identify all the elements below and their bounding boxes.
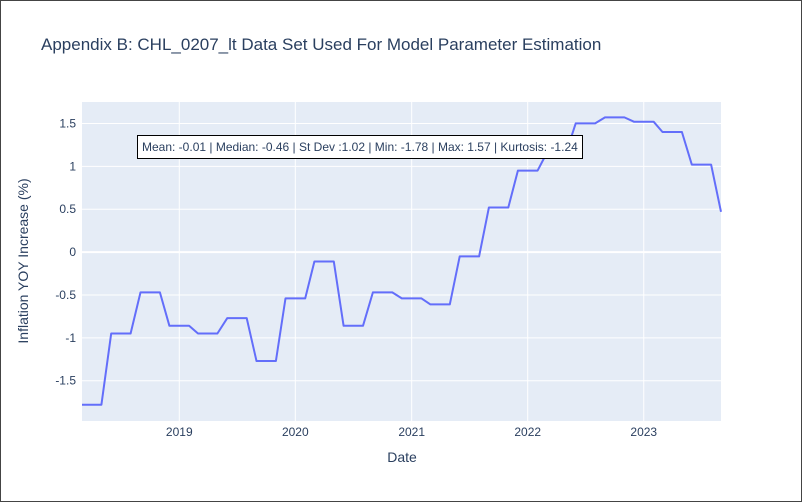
y-tick-label: -1.5 bbox=[55, 374, 76, 388]
y-tick-label: 1.5 bbox=[59, 116, 76, 130]
y-tick-label: 0.5 bbox=[59, 202, 76, 216]
y-tick-label: 0 bbox=[69, 245, 76, 259]
x-tick-label: 2019 bbox=[166, 425, 193, 439]
y-axis-ticks: 1.5 1 0.5 0 -0.5 -1 -1.5 bbox=[55, 116, 76, 387]
y-tick-label: -1 bbox=[65, 331, 76, 345]
x-tick-label: 2020 bbox=[282, 425, 309, 439]
x-axis-title: Date bbox=[387, 449, 417, 465]
series-line bbox=[82, 116, 722, 406]
x-tick-label: 2021 bbox=[398, 425, 425, 439]
x-axis-ticks: 2019 2020 2021 2022 2023 bbox=[166, 425, 657, 439]
stats-annotation: Mean: -0.01 | Median: -0.46 | St Dev :1.… bbox=[137, 135, 583, 159]
y-tick-label: 1 bbox=[69, 159, 76, 173]
chart-title: Appendix B: CHL_0207_lt Data Set Used Fo… bbox=[41, 35, 602, 54]
x-tick-label: 2023 bbox=[630, 425, 657, 439]
y-axis-title: Inflation YOY Increase (%) bbox=[15, 178, 31, 343]
y-tick-label: -0.5 bbox=[55, 288, 76, 302]
x-tick-label: 2022 bbox=[514, 425, 541, 439]
